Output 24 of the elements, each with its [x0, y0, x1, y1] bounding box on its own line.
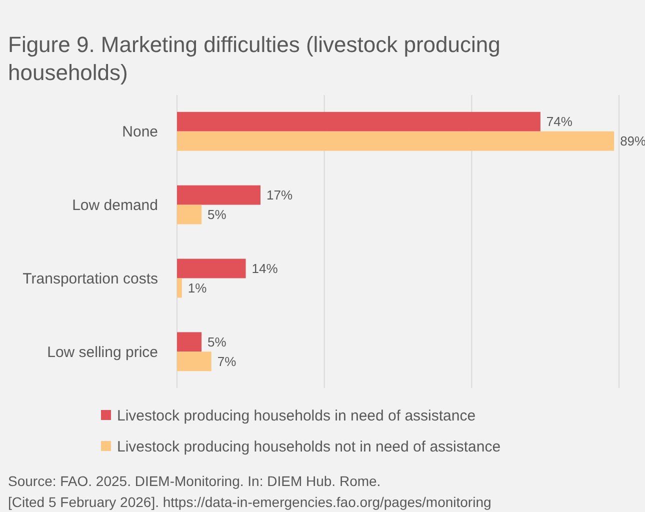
legend-label: Livestock producing households in need of assistance: [117, 407, 476, 424]
bar: [177, 332, 202, 352]
y-tick-label: Low demand: [72, 197, 158, 214]
bar: [177, 112, 540, 132]
y-tick-label: Transportation costs: [22, 270, 158, 288]
data-label: 7%: [217, 354, 237, 369]
bar: [177, 185, 260, 205]
bar: [177, 258, 246, 278]
text: [Cited 5 February 2026]. https://data-in-emergencies.fao.org/pages/monitoring: [8, 494, 492, 510]
bar: [177, 131, 614, 151]
data-label: 1%: [188, 280, 208, 296]
data-label: 14%: [252, 261, 278, 276]
bar: [177, 204, 202, 224]
bar: [177, 278, 182, 298]
y-tick-label: None: [122, 124, 158, 141]
data-label: 74%: [546, 114, 573, 130]
bar: [177, 352, 212, 372]
chart-title: Figure 9. Marketing difficulties (livestock producing households): [8, 32, 500, 85]
y-tick-label: Low selling price: [47, 344, 158, 361]
data-label: 17%: [266, 188, 293, 203]
data-label: 5%: [208, 334, 227, 350]
legend-label: Livestock producing households not in need of assistance: [117, 438, 501, 456]
data-label: 5%: [208, 207, 227, 222]
source-note: Source: FAO. 2025. DIEM-Monitoring. In: DIEM Hub. Rome.: [8, 473, 381, 489]
